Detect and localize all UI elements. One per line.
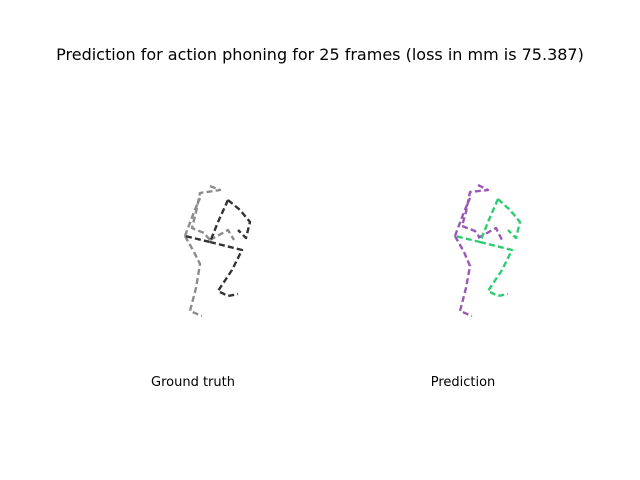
pred-right-arm [497,198,522,240]
pred-left-arm [460,183,490,239]
pred-right-leg [479,240,514,298]
pred-left-hand [477,226,504,241]
prediction-label: Prediction [430,375,496,390]
ground-truth-left-limbs [183,184,236,318]
pred-right-spine [454,198,500,244]
gt-left-hand [209,228,236,242]
figure-title: Prediction for action phoning for 25 fra… [56,45,584,64]
pred-left-leg [453,235,473,318]
ground-truth-label: Ground truth [151,375,235,390]
ground-truth-right-limbs [184,199,252,298]
gt-right-arm [227,199,252,240]
gt-left-arm [190,184,222,241]
gt-right-leg [209,240,244,298]
gt-right-spine [184,199,230,244]
prediction-left-limbs [453,183,504,318]
prediction-right-limbs [454,198,522,298]
